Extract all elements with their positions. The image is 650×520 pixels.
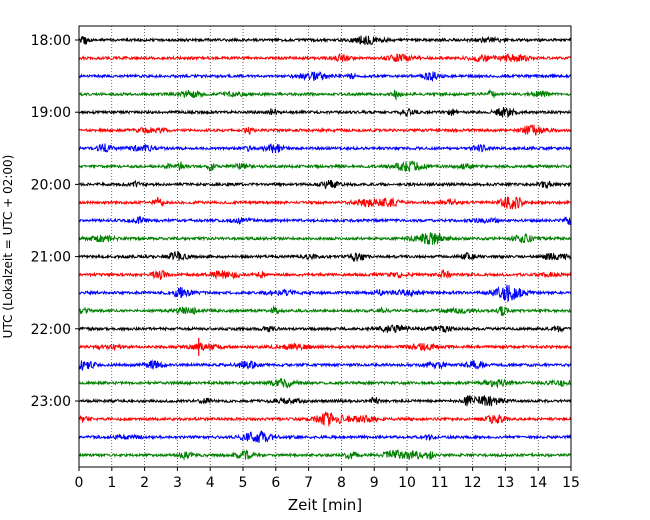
- x-tick-label: 15: [562, 475, 580, 491]
- y-tick-label: 20:00: [31, 177, 71, 193]
- trace-1800: [78, 35, 572, 46]
- x-tick-label: 0: [75, 475, 84, 491]
- trace-1845: [78, 89, 572, 101]
- x-tick-label: 1: [107, 475, 116, 491]
- x-tick-label: 14: [529, 475, 547, 491]
- y-tick-label: 23:00: [31, 394, 71, 410]
- y-tick-label: 22:00: [31, 322, 71, 338]
- trace-2315: [78, 411, 572, 427]
- trace-2045: [78, 232, 572, 245]
- trace-2330: [78, 430, 572, 443]
- x-tick-label: 4: [206, 475, 215, 491]
- trace-1930: [78, 142, 572, 154]
- x-tick-label: 12: [464, 475, 482, 491]
- trace-1945: [78, 160, 572, 173]
- trace-2215: [78, 342, 572, 352]
- y-tick-label: 21:00: [31, 250, 71, 266]
- x-tick-label: 7: [304, 475, 313, 491]
- y-tick-label: 18:00: [31, 33, 71, 49]
- trace-2100: [78, 251, 572, 263]
- trace-2000: [78, 179, 572, 190]
- y-axis-ticks: 18:00 19:00 20:00 21:00 22:00 23:00: [31, 33, 79, 410]
- trace-2030: [78, 215, 572, 226]
- trace-2130: [78, 284, 572, 303]
- x-tick-label: 13: [496, 475, 514, 491]
- trace-1900: [78, 107, 572, 119]
- trace-2345: [78, 449, 572, 461]
- x-tick-label: 6: [271, 475, 280, 491]
- trace-1915: [78, 124, 572, 136]
- x-axis-ticks: 0 1 2 3 4 5 6 7 8 9 10 11 12 13 14 15: [75, 467, 580, 491]
- x-axis-label: Zeit [min]: [288, 496, 362, 514]
- y-tick-label: 19:00: [31, 105, 71, 121]
- trace-2115: [78, 269, 572, 280]
- y-axis-label: UTC (Lokalzeit = UTC + 02:00): [1, 155, 15, 339]
- x-tick-label: 11: [431, 475, 449, 491]
- x-tick-label: 8: [337, 475, 346, 491]
- x-tick-label: 10: [398, 475, 416, 491]
- trace-2015: [78, 195, 572, 210]
- plot-frame: [78, 25, 572, 468]
- trace-2145: [78, 305, 572, 317]
- trace-1830: [78, 71, 572, 83]
- x-tick-label: 5: [239, 475, 248, 491]
- x-tick-label: 3: [173, 475, 182, 491]
- trace-1815: [78, 53, 572, 63]
- trace-2230: [78, 358, 572, 372]
- trace-2200: [78, 324, 572, 334]
- trace-2300: [78, 395, 572, 407]
- trace-group: [78, 35, 572, 461]
- x-tick-label: 9: [370, 475, 379, 491]
- x-tick-label: 2: [140, 475, 149, 491]
- trace-2245: [78, 377, 572, 389]
